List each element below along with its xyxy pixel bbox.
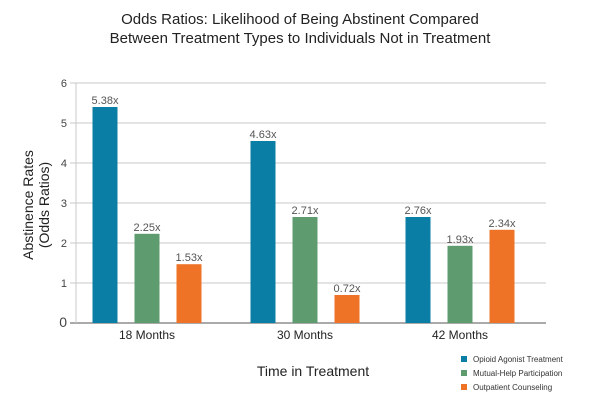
y-tick-label: 3: [61, 198, 67, 210]
legend-item-mutual-help: Mutual-Help Participation: [461, 366, 563, 380]
bars: [92, 107, 515, 323]
y-tick-label: 4: [61, 158, 67, 170]
legend-swatch: [461, 356, 467, 362]
data-label: 2.25x: [134, 222, 161, 234]
legend-item-outpatient: Outpatient Counseling: [461, 380, 563, 394]
legend-label: Mutual-Help Participation: [473, 368, 563, 378]
chart-title-line-2: Between Treatment Types to Individuals N…: [109, 30, 491, 47]
data-label: 1.93x: [447, 234, 474, 246]
data-label: 0.72x: [334, 283, 361, 295]
y-tick-label: 2: [61, 238, 67, 250]
data-label: 2.76x: [405, 205, 432, 217]
bar: [447, 245, 473, 323]
y-axis-label-line-2: (Odds Ratios): [36, 162, 52, 248]
bar: [334, 295, 360, 323]
bar: [250, 141, 276, 323]
legend-swatch: [461, 370, 467, 376]
data-label: 1.53x: [176, 252, 203, 264]
bar: [405, 217, 431, 323]
data-label: 5.38x: [92, 95, 119, 107]
data-label: 4.63x: [250, 129, 277, 141]
y-axis-label-line-1: Abstinence Rates: [20, 150, 36, 260]
data-label: 2.71x: [292, 205, 319, 217]
bar: [292, 217, 318, 323]
x-axis-label: Time in Treatment: [257, 363, 369, 379]
chart-title-line-1: Odds Ratios: Likelihood of Being Abstine…: [121, 11, 479, 28]
legend-label: Outpatient Counseling: [473, 382, 553, 392]
bar: [176, 264, 202, 323]
legend: Opioid Agonist Treatment Mutual-Help Par…: [461, 352, 563, 394]
chart-title: Odds Ratios: Likelihood of Being Abstine…: [0, 10, 600, 48]
bar: [134, 233, 160, 323]
x-tick-label: 18 Months: [119, 328, 175, 342]
bar: [92, 107, 118, 323]
legend-label: Opioid Agonist Treatment: [473, 354, 563, 364]
y-tick-label: 6: [61, 78, 67, 90]
legend-swatch: [461, 384, 467, 390]
data-labels: 5.38x 4.63x 2.76x 2.25x 2.71x 1.93x 1.53x 0.72x…: [92, 95, 516, 295]
legend-item-opioid: Opioid Agonist Treatment: [461, 352, 563, 366]
data-label: 2.34x: [489, 218, 516, 230]
y-tick-label: 5: [61, 118, 67, 130]
tick-labels: 0 1 2 3 4 5 6 18 Months 30 Months 42 Months: [59, 78, 488, 342]
bar: [489, 229, 515, 323]
y-tick-label: 1: [61, 278, 67, 290]
x-tick-label: 30 Months: [277, 328, 333, 342]
y-tick-label: 0: [59, 314, 67, 330]
x-tick-label: 42 Months: [432, 328, 488, 342]
